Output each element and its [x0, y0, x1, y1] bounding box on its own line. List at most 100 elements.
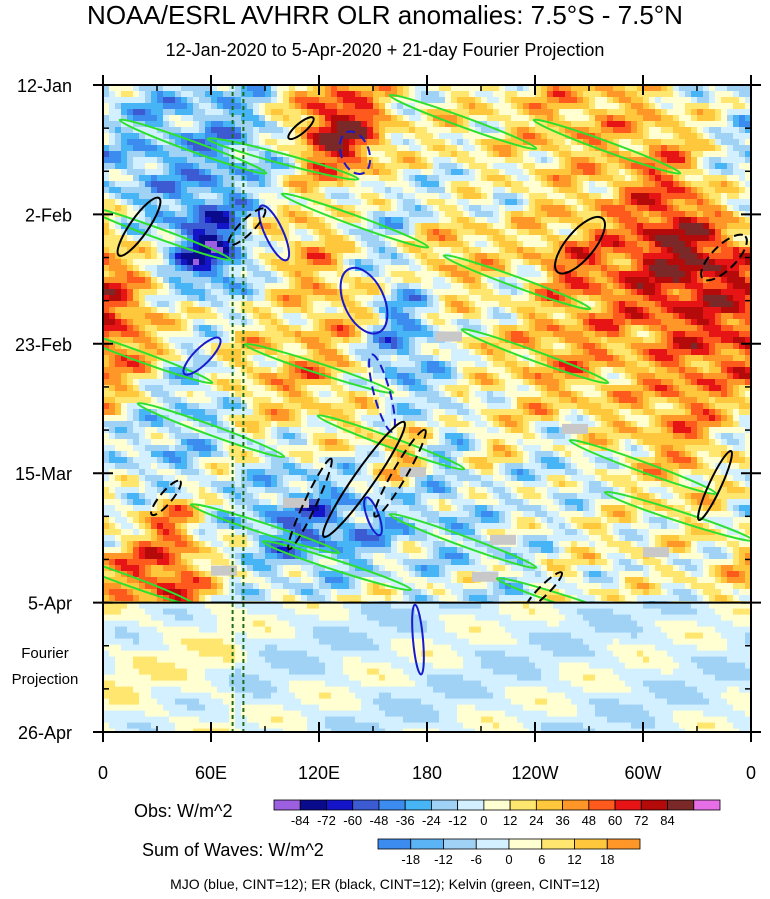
- obs-cell: [619, 343, 626, 350]
- obs-cell: [295, 349, 302, 356]
- obs-cell: [499, 145, 506, 152]
- obs-cell: [433, 187, 440, 194]
- obs-cell: [547, 169, 554, 176]
- obs-cell: [739, 247, 746, 254]
- obs-cell: [379, 169, 386, 176]
- obs-cell: [679, 337, 686, 344]
- obs-cell: [607, 331, 614, 338]
- obs-cell: [571, 247, 578, 254]
- obs-cell: [655, 349, 662, 356]
- obs-cell: [463, 277, 470, 284]
- obs-cell: [667, 301, 674, 308]
- obs-cell: [613, 169, 620, 176]
- obs-cell: [463, 145, 470, 152]
- obs-cell: [625, 211, 632, 218]
- obs-cell: [385, 127, 392, 134]
- obs-cell: [571, 133, 578, 140]
- obs-cell: [439, 97, 446, 104]
- obs-cell: [271, 295, 278, 302]
- obs-cell: [715, 295, 722, 302]
- obs-cell: [415, 223, 422, 230]
- obs-cell: [445, 169, 452, 176]
- obs-cell: [649, 97, 656, 104]
- obs-cell: [451, 217, 458, 224]
- obs-cell: [661, 97, 668, 104]
- obs-cell: [511, 355, 518, 362]
- obs-cell: [571, 109, 578, 116]
- obs-cell: [685, 115, 692, 122]
- obs-cell: [721, 187, 728, 194]
- obs-cell: [379, 247, 386, 254]
- obs-cell: [343, 283, 350, 290]
- obs-cell: [457, 139, 464, 146]
- obs-cell: [445, 313, 452, 320]
- obs-cell: [265, 247, 272, 254]
- obs-cell: [523, 127, 530, 134]
- obs-cell: [469, 301, 476, 308]
- obs-cell: [409, 313, 416, 320]
- obs-cell: [505, 247, 512, 254]
- obs-cell: [601, 205, 608, 212]
- obs-cell: [115, 193, 122, 200]
- obs-cell: [553, 163, 560, 170]
- obs-cell: [613, 247, 620, 254]
- obs-cell: [613, 103, 620, 110]
- obs-cell: [229, 199, 236, 206]
- obs-cell: [139, 187, 146, 194]
- obs-cell: [277, 115, 284, 122]
- obs-cell: [223, 271, 230, 278]
- obs-cell: [169, 223, 176, 230]
- obs-cell: [541, 325, 548, 332]
- obs-cell: [727, 157, 734, 164]
- obs-cell: [481, 319, 488, 326]
- obs-cell: [571, 235, 578, 242]
- obs-cell: [187, 277, 194, 284]
- obs-cell: [733, 229, 740, 236]
- obs-cell: [625, 277, 632, 284]
- obs-cell: [127, 205, 134, 212]
- obs-cell: [355, 301, 362, 308]
- obs-cell: [505, 145, 512, 152]
- obs-cell: [703, 349, 710, 356]
- obs-cell: [361, 241, 368, 248]
- obs-cell: [253, 97, 260, 104]
- obs-cell: [289, 115, 296, 122]
- obs-cell: [175, 235, 182, 242]
- obs-cell: [715, 307, 722, 314]
- obs-cell: [205, 319, 212, 326]
- obs-cell: [373, 235, 380, 242]
- obs-cell: [115, 223, 122, 230]
- obs-cell: [517, 217, 524, 224]
- obs-cell: [133, 163, 140, 170]
- obs-cell: [547, 181, 554, 188]
- obs-cell: [247, 361, 254, 368]
- obs-cell: [733, 331, 740, 338]
- obs-cell: [169, 115, 176, 122]
- obs-cell: [391, 97, 398, 104]
- obs-cell: [439, 295, 446, 302]
- obs-cell: [235, 307, 242, 314]
- obs-cell: [271, 313, 278, 320]
- obs-cell: [343, 139, 350, 146]
- obs-cell: [193, 181, 200, 188]
- obs-cell: [397, 283, 404, 290]
- obs-cell: [697, 169, 704, 176]
- obs-cell: [229, 277, 236, 284]
- obs-cell: [451, 277, 458, 284]
- obs-cell: [139, 151, 146, 158]
- obs-cell: [319, 229, 326, 236]
- obs-cell: [673, 187, 680, 194]
- obs-cell: [445, 175, 452, 182]
- obs-cell: [601, 265, 608, 272]
- obs-cell: [733, 343, 740, 350]
- obs-cell: [151, 301, 158, 308]
- obs-cell: [517, 91, 524, 98]
- obs-cell: [487, 115, 494, 122]
- obs-cell: [661, 205, 668, 212]
- obs-cell: [379, 121, 386, 128]
- obs-cell: [325, 151, 332, 158]
- obs-cell: [151, 157, 158, 164]
- obs-cell: [277, 253, 284, 260]
- obs-cell: [385, 85, 392, 92]
- obs-cell: [223, 139, 230, 146]
